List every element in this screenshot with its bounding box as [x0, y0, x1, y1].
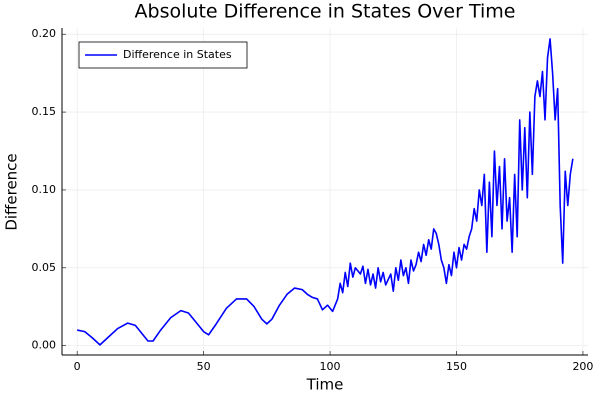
x-tick-label: 150 [446, 360, 467, 373]
x-axis-label: Time [306, 376, 344, 394]
y-tick-label: 0.00 [32, 339, 57, 352]
y-tick-label: 0.10 [32, 183, 57, 196]
y-tick-label: 0.20 [32, 27, 57, 40]
y-axis-label: Difference [3, 153, 21, 230]
chart-title: Absolute Difference in States Over Time [135, 1, 516, 23]
y-tick-label: 0.15 [32, 105, 57, 118]
x-tick-label: 200 [572, 360, 593, 373]
legend-label: Difference in States [123, 48, 232, 61]
x-tick-label: 0 [74, 360, 81, 373]
x-tick-label: 100 [320, 360, 341, 373]
y-tick-label: 0.05 [32, 261, 57, 274]
x-tick-label: 50 [197, 360, 211, 373]
data-line [77, 38, 574, 346]
